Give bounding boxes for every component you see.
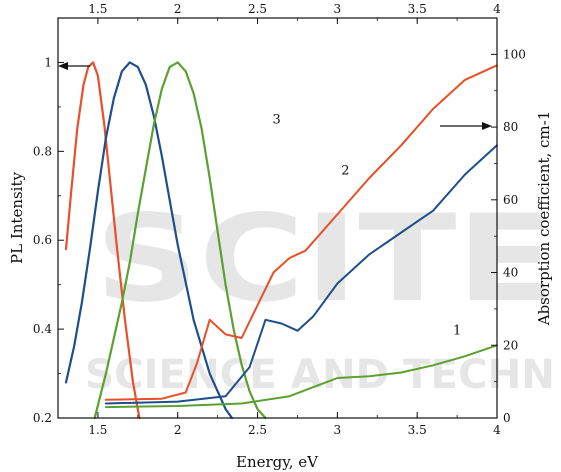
series-line-2 xyxy=(64,61,234,420)
series-line-3 xyxy=(93,61,267,420)
watermark-line-1: SCITE xyxy=(95,190,555,329)
x-tick-label-bottom: 2.5 xyxy=(248,423,267,437)
arrow-left-head-icon xyxy=(58,62,68,70)
y-axis-left-title: PL Intensity xyxy=(8,171,26,263)
y-right-tick-label: 60 xyxy=(503,193,518,207)
annotations: 1 2 3 xyxy=(58,62,492,338)
series-line-1 xyxy=(64,61,141,420)
x-tick-label-bottom: 3 xyxy=(334,423,342,437)
curve-label-3: 3 xyxy=(273,112,281,127)
y-right-tick-label: 80 xyxy=(503,120,518,134)
watermark: SCITE SCIENCE AND TECHN xyxy=(85,190,555,398)
x-tick-label-top: 1.5 xyxy=(88,2,107,16)
y-left-tick-label: 1 xyxy=(44,55,52,69)
x-tick-label-top: 3.5 xyxy=(408,2,427,16)
axes: 1.5 2 2.5 3 3.5 4 1.5 2 2.5 3 3.5 4 0.2 0.4 0.6 0.8 1 0 20… xyxy=(33,2,526,437)
plot-frame xyxy=(57,17,498,419)
y-right-tick-label: 40 xyxy=(503,266,518,280)
y-left-tick-label: 0.2 xyxy=(33,411,52,425)
series-line-5 xyxy=(104,144,498,405)
x-tick-label-top: 2.5 xyxy=(248,2,267,16)
series-line-6 xyxy=(104,64,498,401)
plot-area xyxy=(64,61,498,420)
x-axis-title: Energy, eV xyxy=(236,453,319,471)
x-tick-label-bottom: 1.5 xyxy=(88,423,107,437)
x-tick-label-bottom: 2 xyxy=(174,423,182,437)
series-line-4 xyxy=(104,344,498,409)
y-axis-right-title: Absorption coefficient, cm-1 xyxy=(535,111,553,327)
x-tick-label-top: 4 xyxy=(493,2,501,16)
curve-label-2: 2 xyxy=(341,163,349,178)
axis-labels: Energy, eV PL Intensity Absorption coeff… xyxy=(8,111,553,471)
y-right-tick-label: 20 xyxy=(503,338,518,352)
x-tick-label-bottom: 3.5 xyxy=(408,423,427,437)
y-right-tick-label: 0 xyxy=(503,411,511,425)
y-left-tick-label: 0.8 xyxy=(33,144,52,158)
x-tick-label-top: 3 xyxy=(334,2,342,16)
arrow-right-head-icon xyxy=(482,122,492,130)
y-right-tick-label: 100 xyxy=(503,47,526,61)
curve-label-1: 1 xyxy=(453,323,461,338)
x-tick-label-top: 2 xyxy=(174,2,182,16)
watermark-line-2: SCIENCE AND TECHN xyxy=(85,352,555,398)
y-left-tick-label: 0.6 xyxy=(33,233,52,247)
y-left-tick-label: 0.4 xyxy=(33,322,52,336)
x-tick-label-bottom: 4 xyxy=(493,423,501,437)
